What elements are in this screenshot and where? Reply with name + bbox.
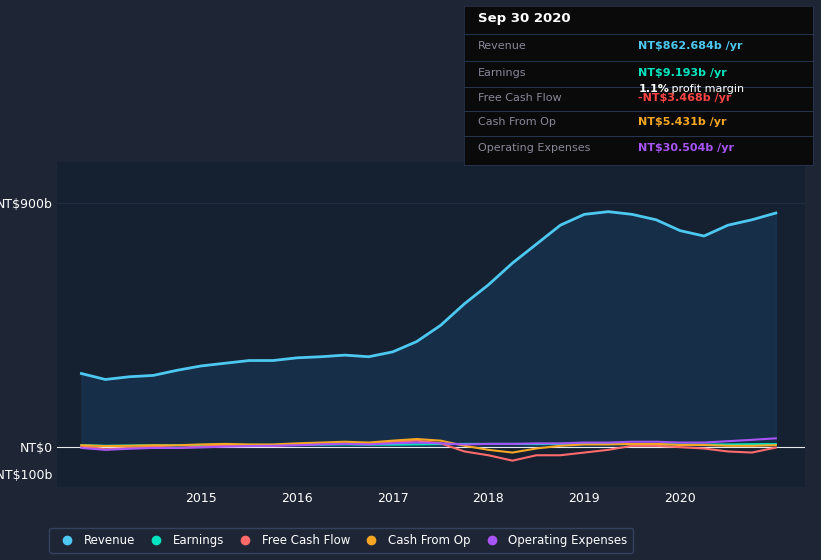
Text: Operating Expenses: Operating Expenses (478, 143, 590, 153)
Text: Free Cash Flow: Free Cash Flow (478, 94, 562, 104)
Text: 1.1%: 1.1% (639, 84, 669, 94)
Text: profit margin: profit margin (668, 84, 744, 94)
Text: Earnings: Earnings (478, 68, 526, 78)
Text: NT$5.431b /yr: NT$5.431b /yr (639, 118, 727, 127)
Legend: Revenue, Earnings, Free Cash Flow, Cash From Op, Operating Expenses: Revenue, Earnings, Free Cash Flow, Cash … (49, 528, 634, 553)
Text: Revenue: Revenue (478, 41, 526, 51)
Text: NT$9.193b /yr: NT$9.193b /yr (639, 68, 727, 78)
Text: Sep 30 2020: Sep 30 2020 (478, 12, 571, 25)
Text: NT$862.684b /yr: NT$862.684b /yr (639, 41, 743, 51)
Text: NT$30.504b /yr: NT$30.504b /yr (639, 143, 734, 153)
Text: -NT$3.468b /yr: -NT$3.468b /yr (639, 94, 732, 104)
Text: Cash From Op: Cash From Op (478, 118, 556, 127)
